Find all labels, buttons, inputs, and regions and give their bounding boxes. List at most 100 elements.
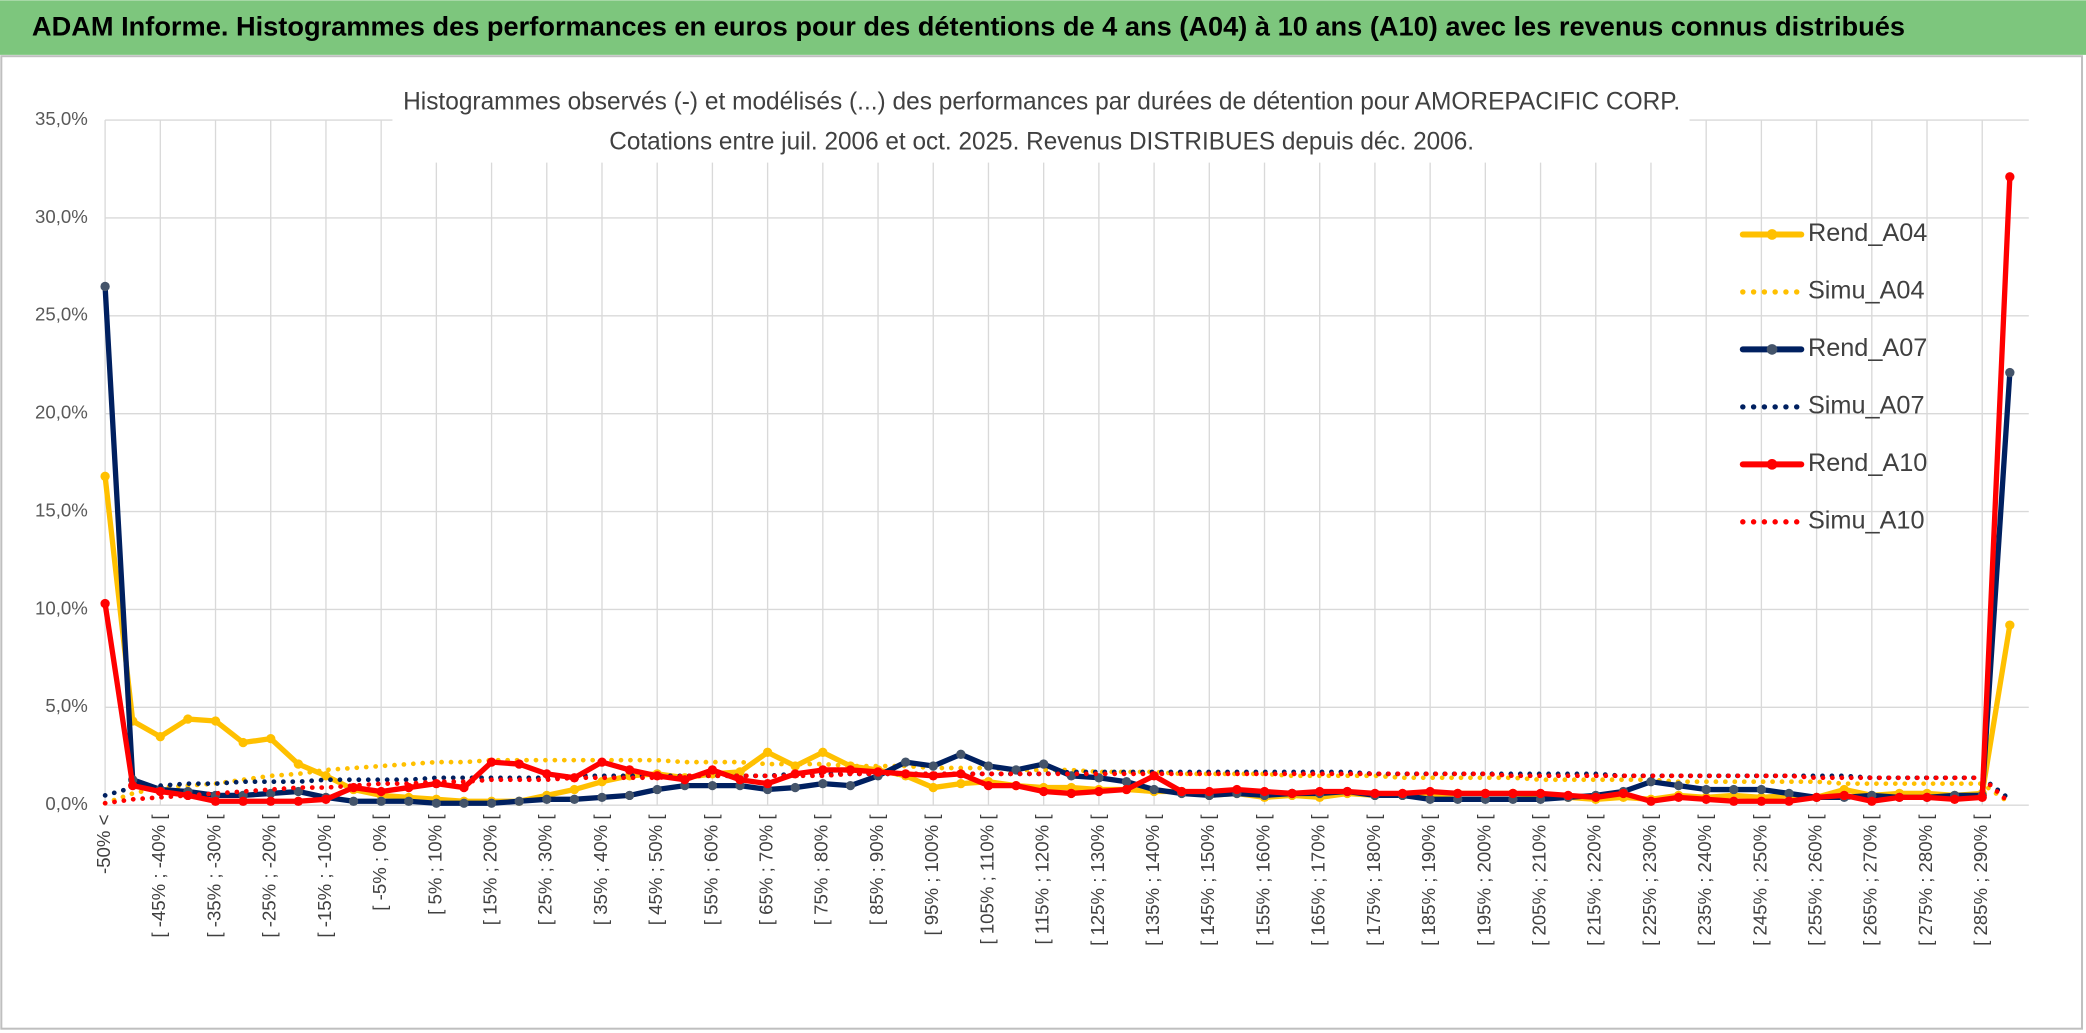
x-tick-label: [ 175% ; 180% [ <box>1363 814 1384 946</box>
point <box>1149 784 1159 795</box>
point <box>431 798 442 808</box>
point <box>486 798 497 808</box>
point <box>624 765 635 775</box>
point <box>652 784 662 795</box>
chart-title: Histogrammes observés (-) et modélisés (… <box>403 87 1680 115</box>
legend-label: Rend_A04 <box>1808 219 1927 247</box>
point <box>928 761 938 771</box>
x-tick-label: [ -25% ; -20% [ <box>259 814 280 938</box>
point <box>1094 786 1104 797</box>
chart-subtitle: Cotations entre juil. 2006 et oct. 2025.… <box>609 127 1474 155</box>
x-tick-label: [ 75% ; 80% [ <box>811 814 832 926</box>
point <box>1673 780 1684 791</box>
point <box>956 778 966 789</box>
point <box>1232 784 1242 795</box>
point <box>845 765 856 775</box>
point <box>845 780 856 791</box>
point <box>1425 786 1435 797</box>
point <box>1039 786 1049 797</box>
x-tick-label: -50% < <box>93 815 114 874</box>
x-tick-label: [ 265% ; 270% [ <box>1860 814 1881 946</box>
point <box>2005 367 2015 378</box>
point <box>1867 796 1877 806</box>
legend-label: Rend_A07 <box>1808 334 1927 362</box>
x-tick-label: [ 215% ; 220% [ <box>1584 814 1605 946</box>
point <box>293 796 303 806</box>
point <box>1729 796 1739 806</box>
x-tick-label: [ -5% ; 0% [ <box>369 814 390 911</box>
point <box>1370 788 1380 799</box>
y-tick-label: 25,0% <box>35 304 88 325</box>
point <box>1066 788 1076 799</box>
point <box>1784 788 1794 799</box>
x-tick-label: [ -35% ; -30% [ <box>203 814 224 938</box>
point <box>155 786 165 797</box>
x-tick-label: [ 65% ; 70% [ <box>756 814 777 926</box>
point <box>100 471 110 481</box>
point <box>321 771 331 781</box>
x-tick-label: [ 165% ; 170% [ <box>1308 814 1329 946</box>
x-tick-label: [ 55% ; 60% [ <box>700 814 721 926</box>
legend-marker <box>1766 459 1778 470</box>
point <box>707 780 718 791</box>
point <box>542 769 552 779</box>
point <box>762 778 773 789</box>
point <box>210 716 221 726</box>
point <box>928 782 938 793</box>
x-tick-label: [ 135% ; 140% [ <box>1142 814 1163 946</box>
legend-label: Simu_A04 <box>1808 277 1925 305</box>
point <box>983 780 994 791</box>
point <box>238 796 248 806</box>
x-tick-label: [ 275% ; 280% [ <box>1915 814 1936 946</box>
point <box>1646 796 1656 806</box>
observed-line <box>102 174 2013 804</box>
point <box>238 737 248 748</box>
point <box>1784 796 1794 806</box>
y-tick-label: 0,0% <box>45 793 87 814</box>
y-tick-label: 10,0% <box>35 597 88 618</box>
point <box>956 749 966 759</box>
point <box>321 794 331 804</box>
y-tick-label: 35,0% <box>35 108 88 129</box>
point <box>818 778 828 789</box>
point <box>1646 777 1656 787</box>
x-tick-label: [ 285% ; 290% [ <box>1970 814 1991 946</box>
point <box>183 714 193 724</box>
point <box>569 794 580 804</box>
point <box>680 775 690 785</box>
point <box>100 598 110 609</box>
point <box>1811 792 1822 803</box>
point <box>514 759 524 769</box>
point <box>404 796 414 806</box>
point <box>1618 788 1629 799</box>
legend-marker <box>1766 344 1778 355</box>
x-tick-label: [ 145% ; 150% [ <box>1197 814 1218 946</box>
point <box>348 796 359 806</box>
x-tick-label: [ 95% ; 100% [ <box>921 814 942 936</box>
point <box>1756 796 1767 806</box>
point <box>542 794 552 804</box>
point <box>266 796 276 806</box>
point <box>376 786 386 797</box>
point <box>1949 794 1960 804</box>
point <box>376 796 386 806</box>
legend-label: Simu_A07 <box>1808 392 1925 420</box>
point <box>128 780 138 791</box>
point <box>597 757 607 767</box>
labels-layer: Histogrammes observés (-) et modélisés (… <box>35 82 1991 946</box>
point <box>459 782 469 793</box>
point <box>1397 788 1408 799</box>
point <box>293 759 303 769</box>
x-tick-label: [ 35% ; 40% [ <box>590 814 611 926</box>
point <box>514 796 524 806</box>
point <box>1259 786 1270 797</box>
point <box>210 796 221 806</box>
point <box>1204 786 1214 797</box>
legend-marker <box>1766 229 1778 240</box>
point <box>459 798 469 808</box>
point <box>1756 784 1767 795</box>
x-tick-label: [ 245% ; 250% [ <box>1749 814 1770 946</box>
y-tick-label: 15,0% <box>35 499 88 520</box>
x-tick-label: [ 25% ; 30% [ <box>535 814 556 926</box>
